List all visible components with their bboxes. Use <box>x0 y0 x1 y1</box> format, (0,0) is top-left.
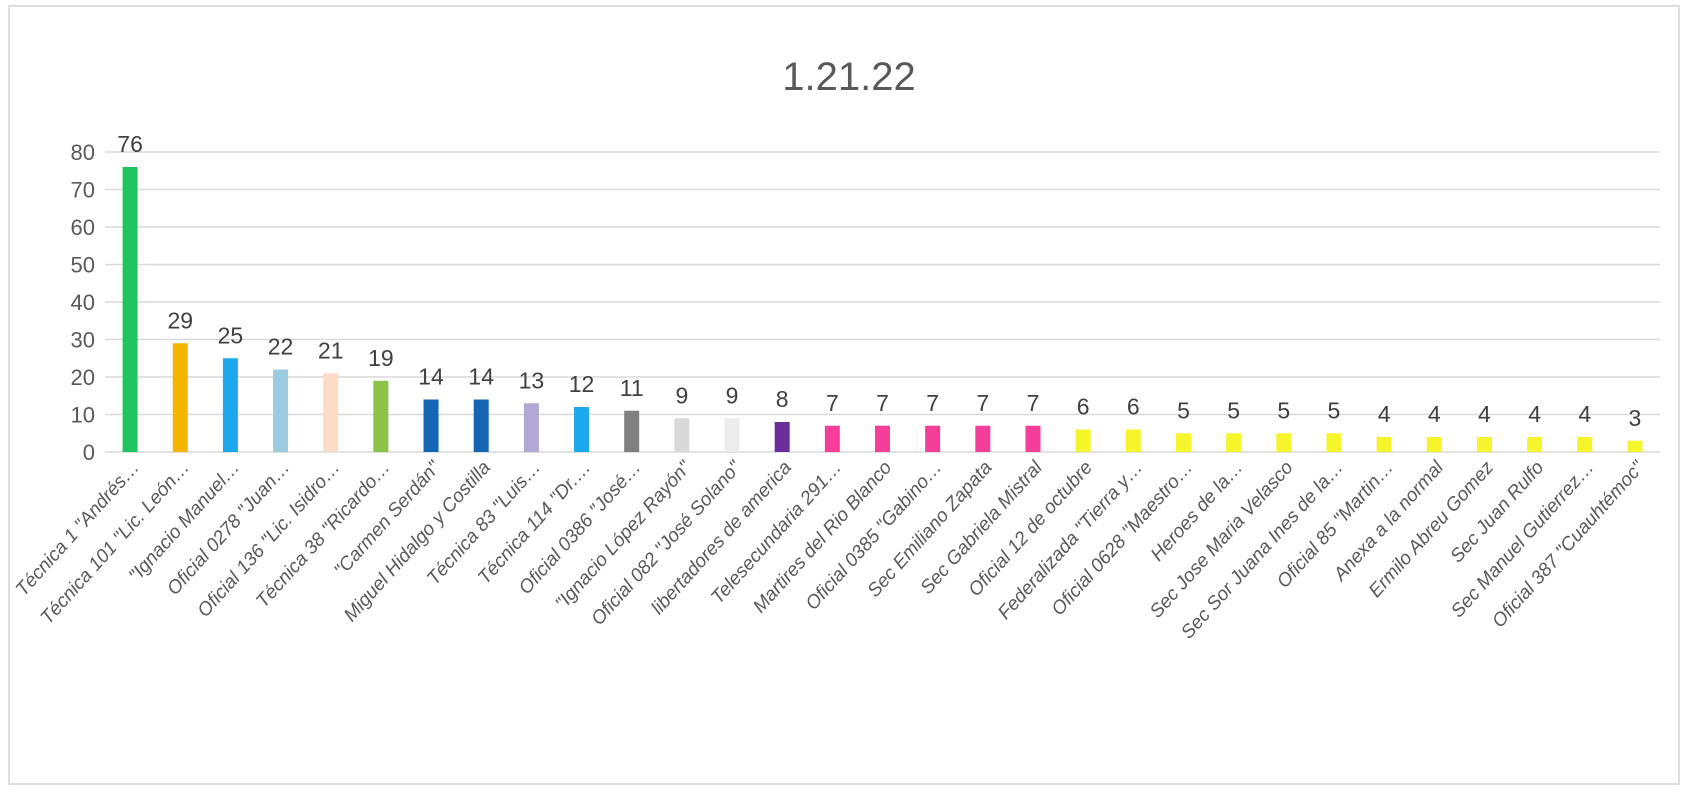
data-label: 7 <box>926 390 939 416</box>
bar <box>1276 433 1292 452</box>
y-tick-label: 60 <box>71 215 95 240</box>
bar <box>824 425 840 452</box>
bar <box>1175 433 1191 452</box>
bar <box>925 425 941 452</box>
data-label: 4 <box>1428 401 1441 427</box>
data-label: 11 <box>620 375 644 401</box>
data-label: 4 <box>1528 401 1541 427</box>
bar <box>1326 433 1342 452</box>
bar <box>1527 437 1543 452</box>
bar <box>1577 437 1593 452</box>
bar <box>122 167 138 452</box>
y-tick-label: 0 <box>83 440 95 465</box>
data-label: 7 <box>826 390 839 416</box>
bar-series <box>122 167 1643 452</box>
data-label: 4 <box>1578 401 1591 427</box>
data-label: 25 <box>218 322 244 348</box>
data-label: 6 <box>1127 394 1140 420</box>
bar <box>674 418 690 452</box>
gridlines <box>105 151 1660 453</box>
bar <box>1226 433 1242 452</box>
data-label: 4 <box>1378 401 1391 427</box>
data-label: 7 <box>1027 390 1040 416</box>
bar <box>975 425 991 452</box>
bar <box>373 380 389 452</box>
bar <box>172 343 188 452</box>
bar <box>423 399 439 452</box>
bar <box>273 369 289 452</box>
y-tick-label: 80 <box>71 140 95 165</box>
data-label: 7 <box>876 390 889 416</box>
data-label: 5 <box>1328 397 1341 423</box>
bar <box>1476 437 1492 452</box>
data-label: 3 <box>1629 405 1642 431</box>
bar <box>473 399 489 452</box>
bar <box>724 418 740 452</box>
bar <box>222 358 238 452</box>
data-label: 22 <box>268 334 294 360</box>
data-label: 13 <box>519 367 545 393</box>
bar <box>323 373 339 452</box>
data-label: 5 <box>1177 397 1190 423</box>
y-tick-label: 20 <box>71 365 95 390</box>
y-tick-label: 50 <box>71 253 95 278</box>
data-label: 9 <box>726 382 739 408</box>
bar <box>1627 440 1643 452</box>
data-label: 5 <box>1227 397 1240 423</box>
chart-border <box>8 5 1680 785</box>
bar <box>1125 429 1141 452</box>
bar <box>774 422 790 452</box>
data-label: 14 <box>468 364 494 390</box>
data-label: 21 <box>318 337 344 363</box>
y-tick-label: 40 <box>71 290 95 315</box>
data-label: 29 <box>167 307 193 333</box>
bar <box>1025 425 1041 452</box>
data-label: 6 <box>1077 394 1090 420</box>
data-label: 5 <box>1277 397 1290 423</box>
y-tick-label: 30 <box>71 328 95 353</box>
data-label: 19 <box>368 345 394 371</box>
data-label: 4 <box>1478 401 1491 427</box>
bar <box>1075 429 1091 452</box>
data-label: 76 <box>117 131 143 157</box>
bar <box>875 425 890 452</box>
y-tick-label: 70 <box>71 178 95 203</box>
data-label: 7 <box>976 390 989 416</box>
y-axis: 0 10 20 30 40 50 60 70 80 <box>71 140 95 465</box>
bar <box>574 407 590 452</box>
data-label: 14 <box>418 364 444 390</box>
bar <box>624 410 640 452</box>
data-label: 8 <box>776 386 789 412</box>
y-tick-label: 10 <box>71 403 95 428</box>
bar <box>1376 437 1392 452</box>
bar <box>1426 437 1442 452</box>
bar <box>523 403 539 452</box>
data-label: 12 <box>569 371 595 397</box>
data-label: 9 <box>675 382 688 408</box>
chart-title: 1.21.22 <box>782 55 915 99</box>
